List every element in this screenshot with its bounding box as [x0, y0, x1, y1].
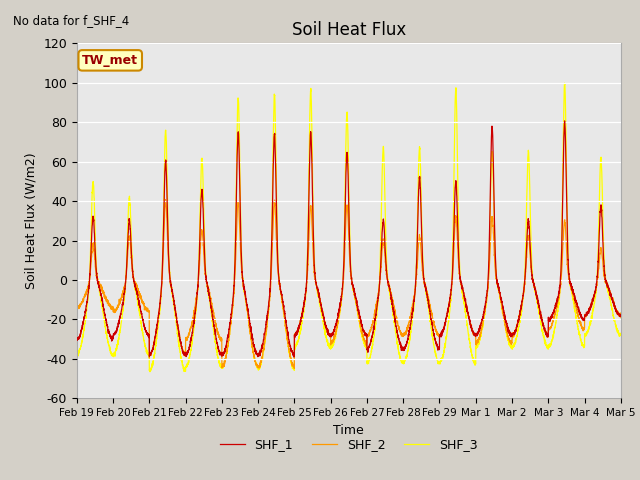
SHF_3 — [471, 359, 479, 364]
SHF_1 — [617, 313, 625, 319]
SHF_2 — [616, 313, 624, 319]
SHF_2 — [502, 321, 509, 327]
SHF_3 — [616, 332, 624, 337]
SHF_2 — [617, 315, 625, 321]
SHF_1 — [441, 322, 449, 327]
SHF_3 — [441, 344, 449, 350]
SHF_1 — [471, 331, 479, 337]
SHF_3 — [146, 369, 154, 374]
SHF_1 — [329, 330, 337, 336]
SHF_1 — [171, 301, 179, 307]
Title: Soil Heat Flux: Soil Heat Flux — [292, 21, 406, 39]
SHF_3 — [171, 308, 179, 313]
SHF_2 — [162, 197, 170, 203]
SHF_1 — [290, 354, 298, 360]
SHF_2 — [73, 305, 81, 311]
SHF_2 — [171, 302, 179, 308]
Y-axis label: Soil Heat Flux (W/m2): Soil Heat Flux (W/m2) — [25, 153, 38, 289]
Legend: SHF_1, SHF_2, SHF_3: SHF_1, SHF_2, SHF_3 — [214, 433, 483, 456]
Line: SHF_2: SHF_2 — [77, 200, 621, 368]
X-axis label: Time: Time — [333, 424, 364, 437]
SHF_3 — [329, 344, 337, 349]
Line: SHF_1: SHF_1 — [77, 121, 621, 357]
Line: SHF_3: SHF_3 — [77, 83, 621, 372]
SHF_1 — [616, 312, 624, 317]
Text: No data for f_SHF_4: No data for f_SHF_4 — [13, 14, 129, 27]
SHF_1 — [502, 317, 509, 323]
SHF_3 — [73, 351, 81, 357]
SHF_1 — [561, 118, 568, 124]
SHF_3 — [502, 324, 509, 330]
SHF_3 — [561, 80, 568, 86]
SHF_2 — [291, 365, 298, 371]
SHF_2 — [471, 333, 479, 339]
SHF_3 — [617, 332, 625, 337]
SHF_1 — [73, 336, 81, 342]
SHF_2 — [441, 323, 449, 329]
Text: TW_met: TW_met — [82, 54, 138, 67]
SHF_2 — [329, 339, 337, 345]
